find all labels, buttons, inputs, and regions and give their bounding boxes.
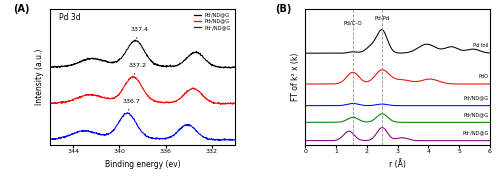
Text: Pd 3d: Pd 3d (59, 13, 81, 22)
Text: Pdᴵ/ND@G: Pdᴵ/ND@G (464, 96, 488, 101)
Text: 337.2: 337.2 (128, 63, 146, 74)
Text: 337.4: 337.4 (131, 27, 149, 38)
Legend: Pdᴵ/ND@G, Pdᴶ/ND@G, Pdᴷ/ND@G: Pdᴵ/ND@G, Pdᴶ/ND@G, Pdᴷ/ND@G (193, 12, 232, 31)
X-axis label: Binding energy (ev): Binding energy (ev) (104, 159, 180, 169)
Text: Pd/C-O: Pd/C-O (344, 21, 362, 26)
Y-axis label: FT of k² x (k): FT of k² x (k) (290, 53, 300, 101)
Text: PdO: PdO (478, 74, 488, 79)
Text: Pdᴶ/ND@G: Pdᴶ/ND@G (464, 112, 488, 117)
Text: 336.7: 336.7 (123, 99, 140, 110)
Text: Pd-Pd: Pd-Pd (374, 16, 390, 21)
Y-axis label: Intensity (a.u.): Intensity (a.u.) (36, 49, 44, 105)
Text: Pd foil: Pd foil (473, 43, 488, 48)
Text: Pdᴷ/ND@G: Pdᴷ/ND@G (462, 131, 488, 136)
Text: (A): (A) (13, 4, 30, 14)
X-axis label: r (Å): r (Å) (389, 159, 406, 169)
Text: (B): (B) (276, 4, 292, 14)
